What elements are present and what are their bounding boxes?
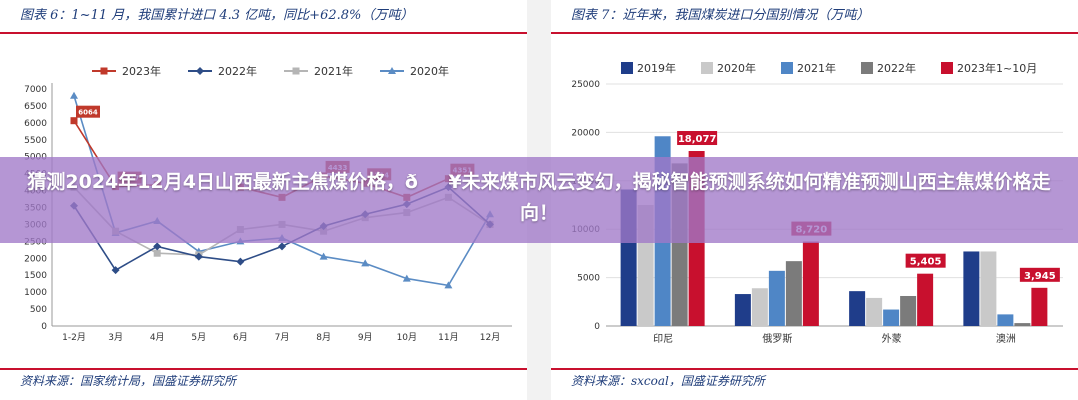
x-tick-label: 12月 (480, 332, 500, 343)
legend-label: 2022年 (877, 61, 916, 75)
bar (802, 241, 819, 326)
headline-banner: 猜测2024年12月4日山西最新主焦煤价格，ð¥未来煤市风云变幻，揭秘智能预… (0, 157, 1078, 243)
source-rule (0, 368, 527, 370)
data-label: 3,945 (1024, 271, 1056, 282)
legend-label: 2023年1~10月 (957, 61, 1037, 75)
x-tick-label: 外蒙 (882, 332, 902, 345)
x-tick-label: 1-2月 (62, 332, 86, 343)
bar (768, 270, 785, 326)
data-point (153, 249, 161, 257)
x-tick-label: 5月 (191, 332, 206, 343)
bar (900, 295, 917, 326)
legend-label: 2020年 (410, 64, 449, 78)
x-tick-label: 印尼 (653, 333, 673, 345)
x-tick-label: 8月 (316, 332, 331, 343)
y-tick-label: 5500 (24, 136, 47, 146)
x-tick-label: 11月 (438, 332, 458, 343)
chart-legend: 2019年 2020年 2021年 2022年 2023年1~10月 (621, 61, 1037, 75)
source-rule (551, 368, 1078, 370)
bar (980, 251, 997, 326)
x-tick-label: 10月 (397, 332, 417, 343)
y-tick-label: 25000 (571, 80, 600, 90)
bar (866, 297, 883, 326)
y-tick-label: 0 (41, 322, 47, 332)
bar (997, 314, 1014, 326)
data-point (444, 281, 453, 289)
x-tick-label: 9月 (358, 332, 373, 343)
legend-label: 2022年 (218, 64, 257, 78)
bar (849, 291, 866, 326)
legend-label: 2019年 (637, 61, 676, 75)
data-point (194, 252, 203, 261)
y-tick-label: 2000 (24, 254, 47, 264)
legend-label: 2023年 (122, 64, 161, 78)
legend-swatch (621, 62, 633, 74)
bar (1014, 323, 1031, 326)
x-tick-label: 4月 (150, 332, 165, 343)
chart-legend: 2023年 2022年 2021年 2020年 (92, 64, 449, 78)
data-label-box (76, 105, 100, 118)
headline-text[interactable]: 猜测2024年12月4日山西最新主焦煤价格，ð¥未来煤市风云变幻，揭秘智能预… (27, 171, 1051, 224)
bar (751, 288, 768, 326)
bar (734, 294, 751, 326)
data-point (111, 266, 120, 275)
data-point (278, 242, 286, 251)
bar (883, 309, 900, 326)
y-tick-label: 0 (594, 322, 600, 332)
data-point (70, 117, 78, 125)
data-label-box (1019, 267, 1060, 282)
legend-marker (292, 67, 300, 75)
y-tick-label: 500 (30, 305, 47, 315)
left-chart-title: 图表 6：1~11 月，我国累计进口 4.3 亿吨，同比+62.8%（万吨） (20, 8, 414, 23)
x-tick-label: 6月 (233, 332, 248, 343)
legend-marker (100, 67, 108, 75)
title-rule (0, 32, 527, 34)
y-tick-label: 6000 (24, 119, 47, 129)
data-label-box (905, 253, 946, 268)
data-point (402, 274, 411, 282)
legend-swatch (861, 62, 873, 74)
y-tick-label: 20000 (571, 128, 600, 138)
left-chart-source: 资料来源：国家统计局，国盛证券研究所 (20, 374, 237, 388)
right-chart-source: 资料来源：sxcoal，国盛证券研究所 (571, 374, 765, 388)
legend-swatch (941, 62, 953, 74)
data-point (70, 91, 78, 99)
y-tick-label: 5000 (577, 274, 600, 284)
x-tick-label: 俄罗斯 (762, 332, 792, 345)
bar (1031, 287, 1048, 326)
data-label: 5,405 (910, 257, 942, 268)
legend-swatch (781, 62, 793, 74)
y-tick-label: 6500 (24, 102, 47, 112)
legend-marker (388, 67, 396, 74)
data-point (236, 257, 245, 266)
legend-label: 2020年 (717, 61, 756, 75)
data-label: 6064 (78, 109, 98, 117)
data-point (153, 242, 162, 251)
legend-label: 2021年 (797, 61, 836, 75)
data-label-box (677, 131, 718, 146)
data-label: 18,077 (678, 134, 717, 145)
bar-group-澳洲: 3,945 (963, 251, 1060, 326)
y-tick-label: 1000 (24, 288, 47, 298)
x-tick-label: 澳洲 (996, 332, 1016, 345)
x-tick-label: 7月 (275, 332, 290, 343)
bar (963, 251, 980, 326)
data-point (361, 259, 370, 267)
bar-group-外蒙: 5,405 (849, 253, 946, 326)
data-point (319, 252, 328, 260)
legend-marker (196, 67, 204, 75)
title-rule (551, 32, 1078, 34)
y-tick-label: 7000 (24, 85, 47, 95)
y-tick-label: 1500 (24, 271, 47, 281)
bar (785, 261, 802, 326)
legend-label: 2021年 (314, 64, 353, 78)
bar (917, 273, 934, 326)
legend-swatch (701, 62, 713, 74)
x-tick-label: 3月 (108, 332, 123, 343)
right-chart-title: 图表 7：近年来，我国煤炭进口分国别情况（万吨） (571, 8, 870, 23)
